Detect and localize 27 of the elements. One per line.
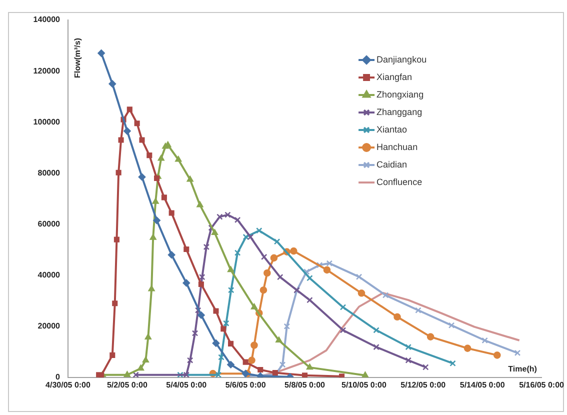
legend-label: Hanchuan <box>376 142 418 152</box>
y-axis-title: Flow(m³/s) <box>73 38 82 78</box>
x-axis-title: Time(h) <box>508 364 538 374</box>
x-tick-label: 5/10/05 0:00 <box>341 380 387 390</box>
x-tick-label: 4/30/05 0:00 <box>46 380 92 390</box>
legend-label: Xiantao <box>376 124 408 134</box>
legend-label: Danjiangkou <box>376 54 427 64</box>
y-tick-label: 100000 <box>33 117 61 126</box>
y-tick-label: 0 <box>56 372 61 382</box>
legend-label: Zhongxiang <box>376 89 424 100</box>
legend-label: Caidian <box>376 159 408 170</box>
y-tick-label: 60000 <box>38 219 61 228</box>
legend-label: Zhanggang <box>376 106 422 117</box>
x-tick-label: 5/16/05 0:00 <box>519 380 565 390</box>
y-tick-label: 120000 <box>33 66 61 76</box>
x-tick-label: 5/8/05 0:00 <box>284 380 326 390</box>
legend-label: Confluence <box>376 176 422 187</box>
y-tick-label: 40000 <box>38 270 61 280</box>
legend-label: Xiangfan <box>376 72 412 82</box>
y-tick-label: 140000 <box>33 15 61 24</box>
y-tick-label: 20000 <box>38 322 61 331</box>
x-tick-label: 5/4/05 0:00 <box>166 380 208 390</box>
y-tick-label: 80000 <box>38 168 61 178</box>
x-tick-label: 5/6/05 0:00 <box>225 380 266 390</box>
x-tick-label: 5/14/05 0:00 <box>460 380 506 390</box>
x-tick-label: 5/2/05 0:00 <box>106 380 148 390</box>
x-tick-label: 5/12/05 0:00 <box>400 380 446 390</box>
